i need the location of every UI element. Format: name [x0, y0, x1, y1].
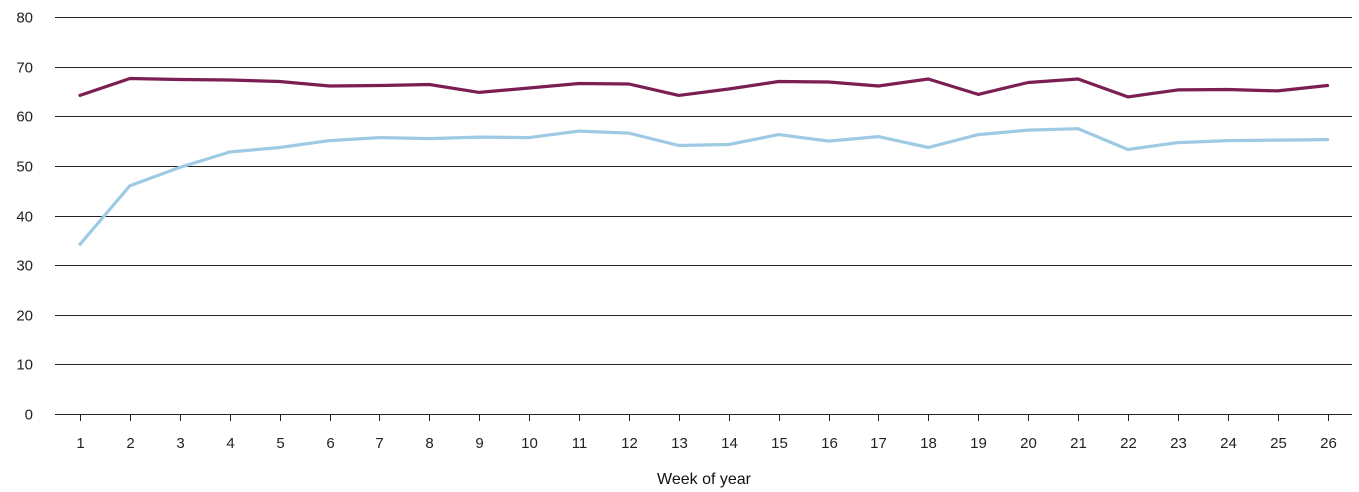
x-tick-label: 11: [572, 435, 588, 452]
series-line-2: [80, 129, 1328, 245]
y-tick-label: 20: [16, 308, 33, 325]
x-tick-label: 6: [326, 435, 334, 452]
x-axis-label: Week of year: [657, 471, 752, 488]
series-line-1: [80, 79, 1328, 97]
x-tick-label: 2: [126, 435, 134, 452]
y-tick-label: 60: [16, 109, 33, 126]
y-tick-label: 40: [16, 209, 33, 226]
x-tick-label: 12: [621, 435, 638, 452]
x-tick-label: 4: [226, 435, 234, 452]
x-tick-label: 24: [1220, 435, 1237, 452]
x-tick-label: 13: [671, 435, 688, 452]
series-lines: [80, 79, 1328, 245]
y-tick-label: 50: [16, 159, 33, 176]
y-axis-tick-labels: 0 10 20 30 40 50 60 70 80: [16, 10, 33, 424]
y-tick-label: 70: [16, 60, 33, 77]
x-tick-label: 9: [475, 435, 483, 452]
x-tick-label: 7: [375, 435, 383, 452]
x-tick-label: 15: [771, 435, 788, 452]
x-tick-label: 21: [1070, 435, 1087, 452]
x-tick-label: 20: [1020, 435, 1037, 452]
x-tick-label: 8: [425, 435, 433, 452]
x-tick-label: 26: [1320, 435, 1337, 452]
y-tick-label: 10: [16, 357, 33, 374]
x-tick-label: 23: [1170, 435, 1187, 452]
y-tick-label: 30: [16, 258, 33, 275]
x-tick-label: 25: [1270, 435, 1287, 452]
x-tick-label: 18: [920, 435, 937, 452]
gridlines: [55, 18, 1352, 415]
y-tick-label: 0: [25, 407, 33, 424]
x-tick-label: 10: [521, 435, 538, 452]
x-tick-label: 3: [176, 435, 184, 452]
y-tick-label: 80: [16, 10, 33, 27]
x-tick-label: 5: [276, 435, 284, 452]
x-axis: 1 2 3 4 5 6 7 8 9 10 11 12 13 14 15 16 17 18 19 20 21 22 23 24 2…: [76, 415, 1337, 453]
x-tick-label: 17: [870, 435, 887, 452]
x-tick-label: 22: [1120, 435, 1137, 452]
x-tick-label: 19: [970, 435, 987, 452]
x-tick-label: 1: [76, 435, 84, 452]
x-tick-label: 16: [821, 435, 838, 452]
x-tick-label: 14: [721, 435, 738, 452]
